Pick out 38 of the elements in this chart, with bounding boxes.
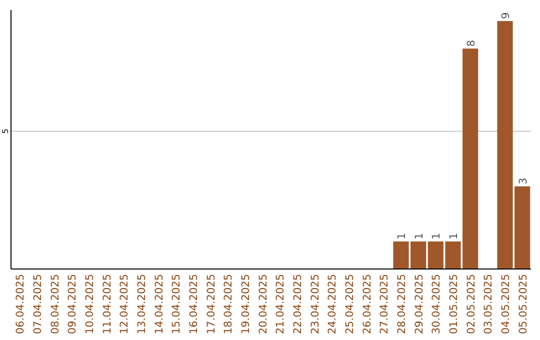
x-tick-label: 18.04.2025: [222, 274, 235, 334]
x-tick-label: 10.04.2025: [84, 274, 96, 334]
x-tick-label: 19.04.2025: [240, 274, 252, 334]
data-label: 1: [413, 232, 426, 240]
x-tick-label: 29.04.2025: [413, 274, 426, 334]
x-tick-label: 11.04.2025: [101, 274, 114, 334]
x-tick-label: 14.04.2025: [153, 274, 166, 334]
x-tick-label: 23.04.2025: [309, 274, 322, 334]
y-tick-label: 5: [1, 128, 10, 134]
x-tick-label: 15.04.2025: [170, 274, 183, 334]
x-tick-label: 03.05.2025: [482, 274, 495, 334]
data-label: 1: [396, 232, 408, 240]
x-tick-label: 04.05.2025: [500, 274, 512, 334]
x-tick-label: 20.04.2025: [257, 274, 270, 334]
x-tick-label: 30.04.2025: [430, 274, 443, 334]
x-tick-label: 16.04.2025: [188, 274, 200, 334]
x-tick-label: 26.04.2025: [361, 274, 374, 334]
x-tick-label: 08.04.2025: [49, 274, 62, 334]
x-tick-label: 17.04.2025: [205, 274, 218, 334]
x-tick-label: 13.04.2025: [136, 274, 148, 334]
x-tick-label: 01.05.2025: [448, 274, 460, 334]
x-tick-label: 22.04.2025: [292, 274, 304, 334]
data-label: 1: [430, 232, 443, 240]
data-label: 8: [465, 40, 478, 47]
x-tick-label: 12.04.2025: [118, 274, 131, 334]
x-tick-label: 25.04.2025: [344, 274, 356, 334]
x-tick-label: 02.05.2025: [465, 274, 478, 334]
x-tick-label: 05.05.2025: [517, 274, 530, 334]
data-label: 9: [500, 12, 512, 20]
x-tick-label: 07.04.2025: [32, 274, 44, 334]
data-label: 1: [448, 232, 460, 240]
x-tick-label: 27.04.2025: [378, 274, 391, 334]
data-label: 3: [517, 178, 530, 184]
x-tick-label: 21.04.2025: [274, 274, 287, 334]
x-tick-label: 06.04.2025: [14, 274, 27, 334]
x-tick-label: 24.04.2025: [326, 274, 339, 334]
x-tick-label: 09.04.2025: [66, 274, 79, 334]
x-tick-label: 28.04.2025: [396, 274, 408, 334]
